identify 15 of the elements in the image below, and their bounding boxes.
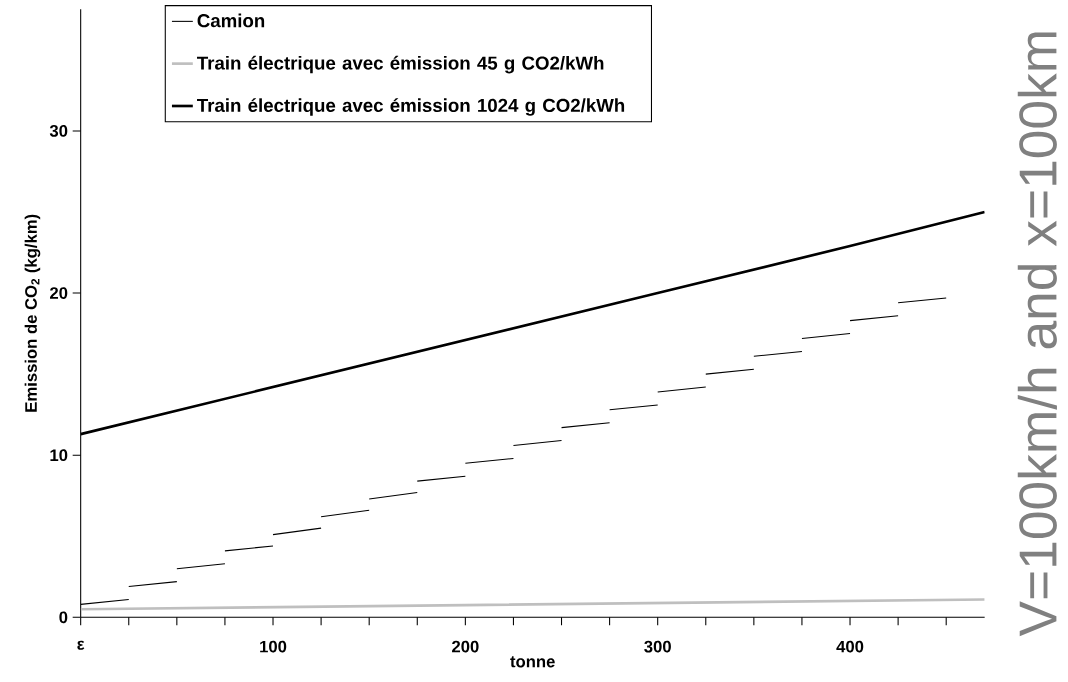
x-axis-title: tonne — [510, 656, 555, 668]
y-tick-label: 0 — [59, 611, 68, 624]
legend-label: Train électrique avec émission 1024 g CO2/kWh — [197, 98, 625, 116]
x-tick-label: ε — [77, 640, 85, 650]
legend-label: Train électrique avec émission 45 g CO2/kWh — [197, 55, 604, 74]
legend-label: Camion — [197, 13, 265, 28]
x-tick-label: 200 — [452, 640, 479, 653]
text: V=100km/h and x=100km — [1017, 32, 1057, 637]
y-axis-title: Emission de CO$_{2}$ (kg/km) — [24, 214, 41, 412]
x-tick-label: 400 — [836, 640, 864, 653]
x-tick-label: 300 — [644, 640, 671, 653]
y-tick-label: 10 — [50, 449, 68, 462]
y-tick-label: 20 — [50, 287, 68, 299]
x-tick-label: 100 — [260, 640, 287, 653]
y-tick-label: 30 — [49, 125, 68, 137]
